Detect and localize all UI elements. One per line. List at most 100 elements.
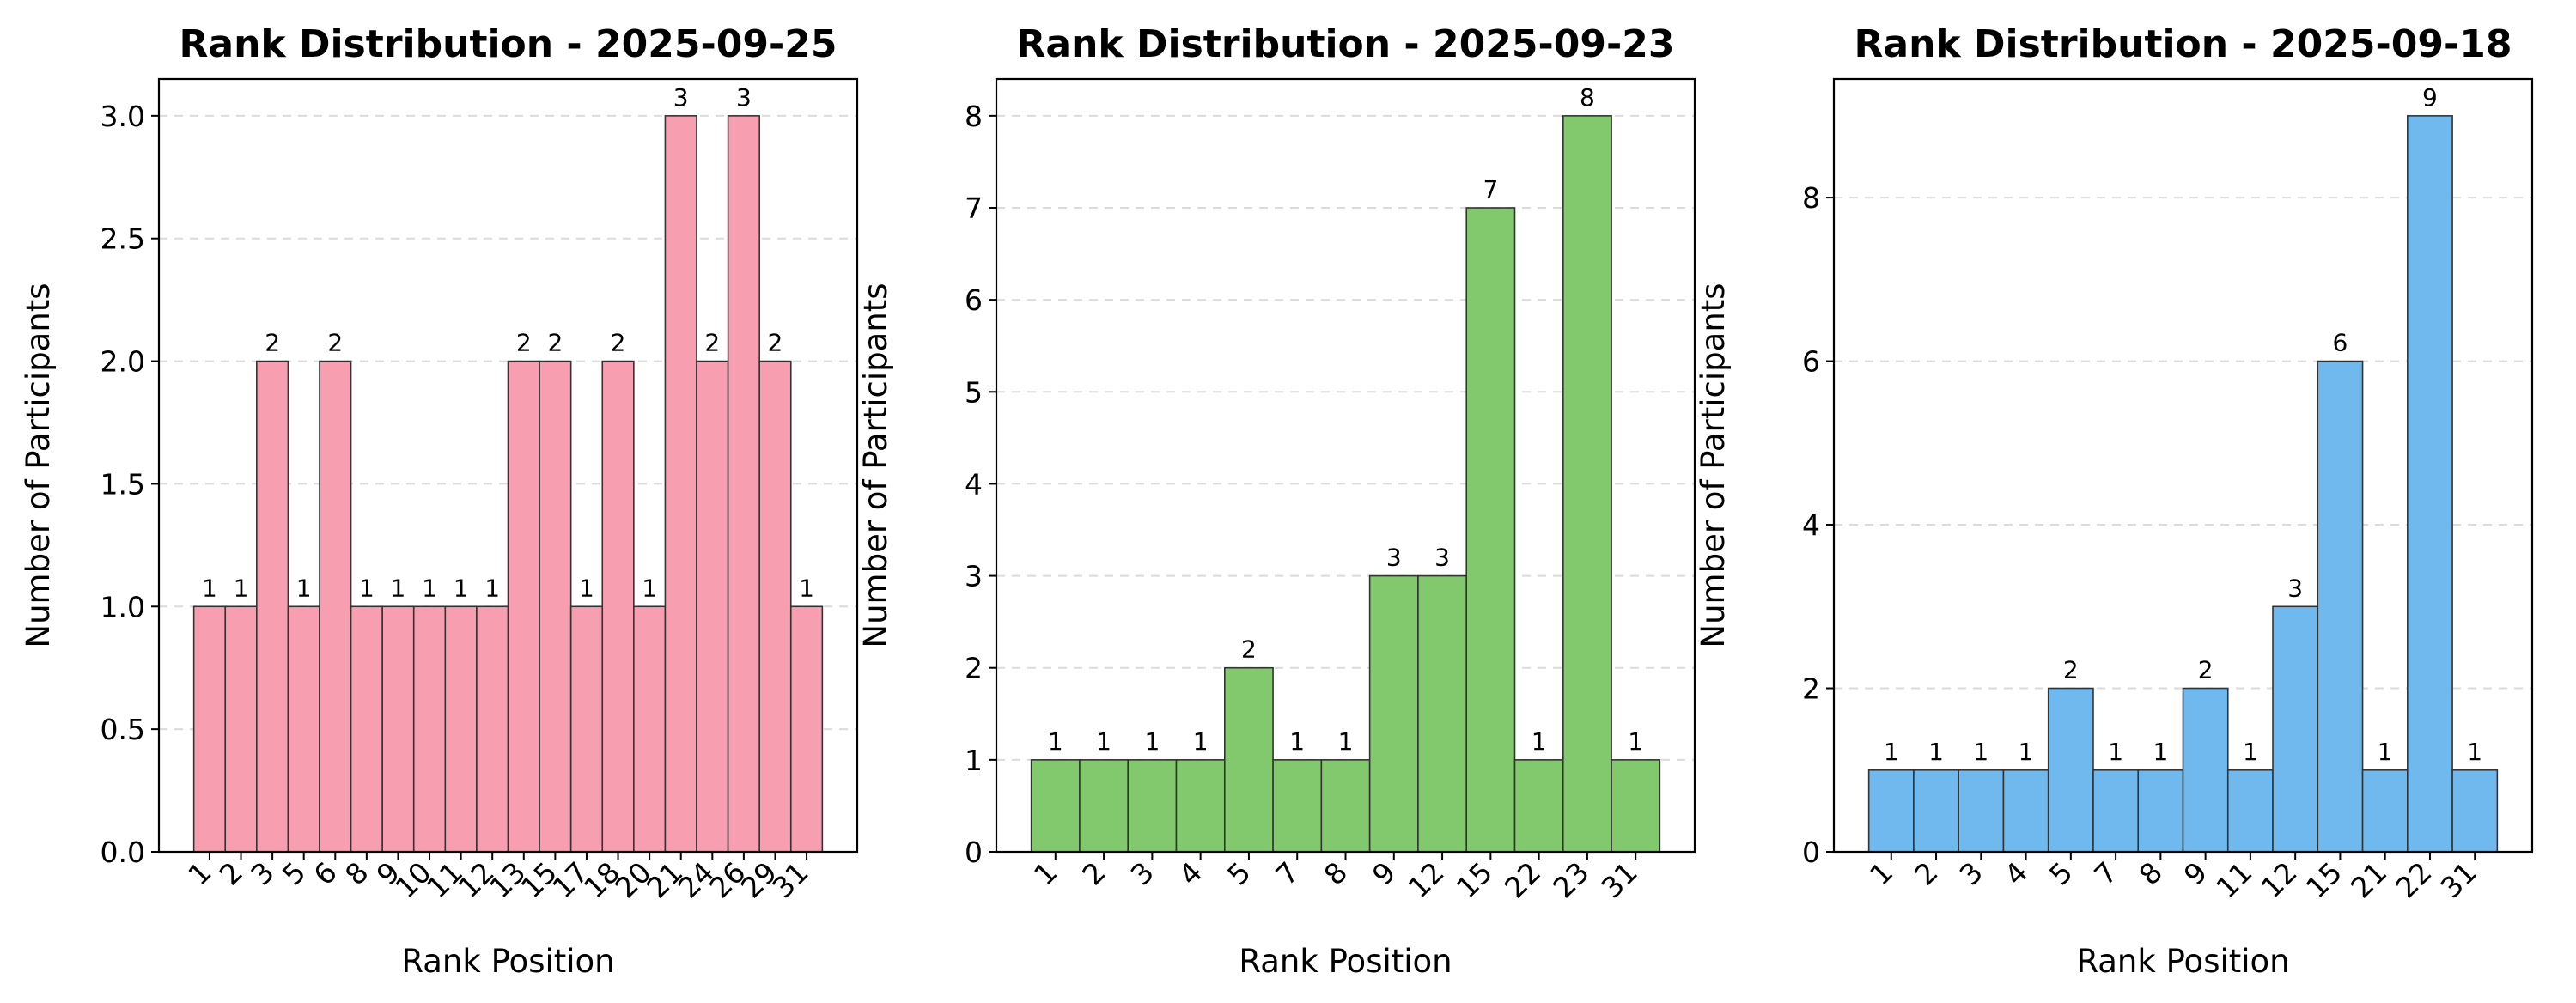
y-tick-label: 4	[1802, 508, 1820, 542]
data-label: 1	[1973, 738, 1988, 766]
bar-rank-5	[287, 605, 320, 853]
bar-rank-23	[1562, 115, 1612, 853]
data-label: 1	[1096, 727, 1111, 756]
x-tick-label: 8	[1318, 855, 1354, 891]
data-label: 3	[1434, 544, 1450, 572]
x-tick-label: 1	[1863, 855, 1899, 891]
x-axis-label: Rank Position	[1239, 943, 1452, 980]
x-axis-label: Rank Position	[2076, 943, 2289, 980]
data-label: 1	[1289, 727, 1305, 756]
x-tick-label: 1	[181, 855, 217, 891]
data-label: 3	[1386, 544, 1402, 572]
bar-rank-8	[1320, 759, 1371, 853]
data-label: 8	[1580, 83, 1595, 112]
data-label: 1	[2378, 738, 2393, 766]
data-label: 1	[2019, 738, 2034, 766]
bar-rank-5	[2047, 687, 2094, 853]
data-label: 1	[2153, 738, 2168, 766]
data-label: 1	[234, 574, 249, 602]
y-tick-label: 4	[965, 467, 983, 501]
bar-rank-12	[476, 605, 509, 853]
data-label: 3	[673, 83, 689, 112]
x-tick-label: 11	[2209, 855, 2258, 904]
data-label: 7	[1483, 175, 1498, 204]
y-tick-label: 0.5	[100, 713, 145, 746]
x-tick-label: 7	[1269, 855, 1305, 891]
bar-rank-10	[412, 605, 447, 853]
x-tick-label: 5	[1221, 855, 1257, 891]
data-label: 2	[1241, 635, 1257, 664]
data-label: 1	[296, 574, 312, 602]
bar-rank-9	[2182, 687, 2229, 853]
data-label: 1	[422, 574, 437, 602]
x-tick-label: 5	[276, 855, 312, 891]
data-label: 1	[2243, 738, 2258, 766]
y-tick-label: 2	[1802, 672, 1820, 706]
x-tick-label: 2	[1908, 855, 1944, 891]
bar-rank-3	[1958, 769, 2005, 853]
bar-rank-22	[1513, 759, 1564, 853]
y-tick-label: 1.0	[100, 590, 145, 623]
y-tick-label: 5	[965, 375, 983, 409]
data-label: 2	[516, 329, 532, 357]
y-tick-label: 3.0	[100, 100, 145, 133]
bar-rank-22	[2407, 115, 2453, 853]
x-tick-label: 31	[1595, 855, 1644, 904]
chart-title: Rank Distribution - 2025-09-25	[180, 22, 837, 66]
x-tick-label: 21	[2344, 855, 2393, 904]
y-tick-label: 0	[1802, 836, 1820, 869]
x-tick-label: 3	[244, 855, 280, 891]
data-label: 1	[799, 574, 814, 602]
bar-rank-24	[696, 360, 729, 853]
plot-frame	[1832, 77, 2534, 854]
data-label: 1	[1928, 738, 1944, 766]
y-axis-label: Number of Participants	[1695, 283, 1732, 647]
data-label: 3	[736, 83, 752, 112]
x-tick-label: 12	[2255, 855, 2304, 904]
bar-rank-8	[2137, 769, 2184, 853]
data-label: 1	[1338, 727, 1354, 756]
bar-rank-3	[256, 360, 289, 853]
data-label: 1	[2108, 738, 2123, 766]
y-tick-label: 3	[965, 560, 983, 593]
x-tick-label: 4	[1998, 855, 2034, 891]
bar-rank-17	[569, 605, 604, 853]
data-label: 1	[391, 574, 406, 602]
bar-rank-15	[2317, 360, 2364, 853]
bar-rank-7	[2092, 769, 2140, 853]
data-label: 1	[1628, 727, 1643, 756]
data-label: 1	[1048, 727, 1063, 756]
bar-rank-8	[350, 605, 383, 853]
x-tick-label: 9	[2177, 855, 2214, 891]
data-label: 1	[1884, 738, 1899, 766]
y-tick-label: 7	[965, 191, 983, 225]
bar-rank-15	[539, 360, 572, 853]
x-tick-label: 1	[1027, 855, 1063, 891]
y-tick-label: 0.0	[100, 836, 145, 869]
data-label: 2	[327, 329, 343, 357]
data-label: 2	[704, 329, 720, 357]
bar-rank-15	[1465, 207, 1516, 853]
data-label: 9	[2422, 83, 2438, 112]
bar-rank-1	[1030, 759, 1081, 853]
data-label: 1	[1532, 727, 1547, 756]
x-tick-label: 3	[1953, 855, 1989, 891]
y-tick-label: 8	[965, 100, 983, 133]
x-tick-label: 15	[1450, 855, 1499, 904]
bar-rank-11	[444, 605, 478, 853]
bar-rank-11	[2226, 769, 2274, 853]
data-label: 1	[642, 574, 657, 602]
x-tick-label: 22	[1498, 855, 1547, 904]
y-tick-label: 2.5	[100, 222, 145, 256]
data-label: 1	[579, 574, 594, 602]
bar-rank-12	[1417, 574, 1468, 853]
y-tick-label: 0	[965, 836, 983, 869]
data-label: 1	[454, 574, 469, 602]
bar-rank-20	[633, 605, 667, 853]
bar-rank-4	[1175, 759, 1226, 853]
bar-rank-1	[192, 605, 227, 853]
bar-rank-12	[2272, 605, 2319, 853]
bar-rank-31	[1611, 759, 1661, 853]
y-axis-label: Number of Participants	[20, 283, 57, 647]
